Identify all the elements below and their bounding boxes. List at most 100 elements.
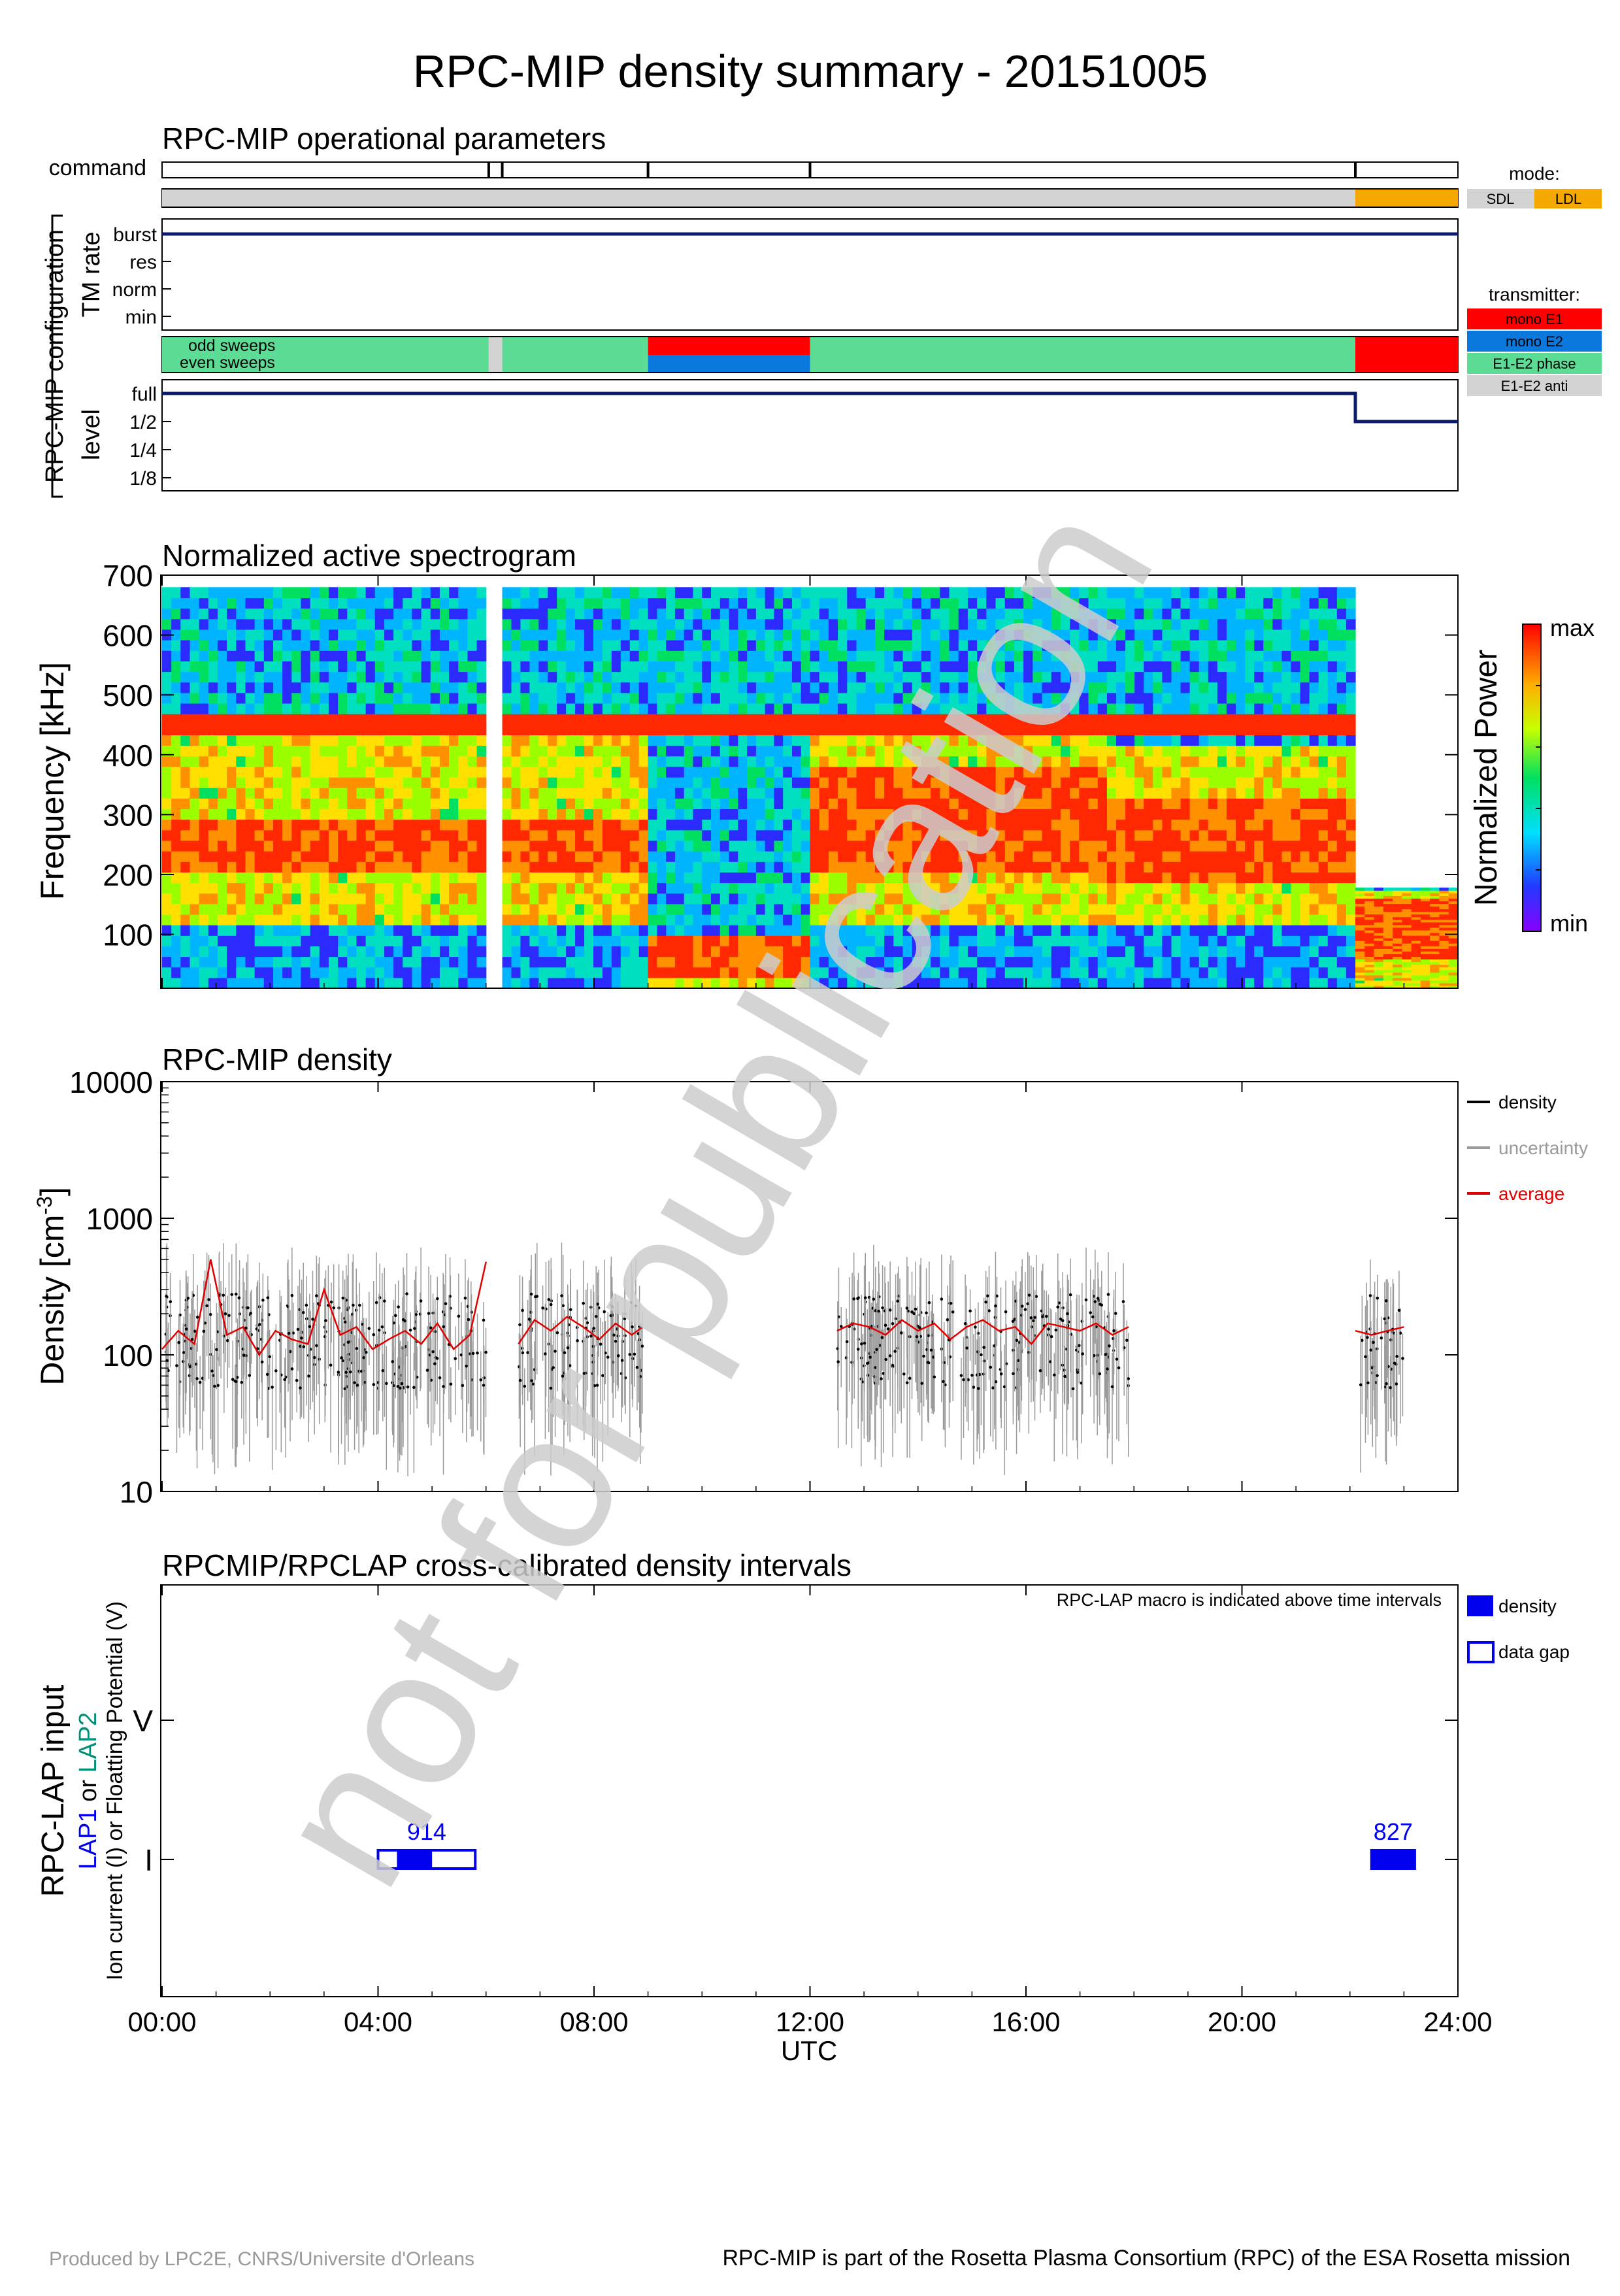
spectrogram-cell [329,746,339,757]
spectrogram-cell [1263,820,1273,831]
spectrogram-cell [366,640,376,651]
spectrogram-cell [291,682,301,693]
spectrogram-cell [603,640,612,651]
spectrogram-cell [1125,893,1135,905]
spectrogram-cell [657,967,666,978]
spectrogram-cell [245,703,255,714]
spectrogram-cell [1061,893,1070,905]
spectrogram-cell [199,798,209,809]
spectrogram-cell [1181,650,1191,661]
spectrogram-cell [511,883,521,894]
spectrogram-cell [792,619,801,630]
spectrogram-cell [675,820,684,831]
spectrogram-cell [529,893,539,905]
spectrogram-cell [338,608,348,620]
spectrogram-cell [282,703,292,714]
spectrogram-cell [273,925,283,936]
spectrogram-cell [1181,830,1191,841]
spectrogram-cell [375,861,385,873]
spectrogram-cell [566,767,576,778]
spectrogram-cell [639,619,649,630]
spectrogram-cell [893,608,903,620]
spectrogram-cell [612,735,621,746]
spectrogram-cell [1125,883,1135,894]
spectrogram-cell [1263,967,1273,978]
spectrogram-cell [467,851,477,862]
spectrogram-cell [1134,682,1144,693]
spectrogram-cell [422,808,431,820]
spectrogram-cell [218,830,227,841]
spectrogram-cell [1355,917,1365,920]
spectrogram-cell [162,650,172,661]
spectrogram-cell [422,608,431,620]
spectrogram-cell [584,935,594,946]
spectrogram-cell [538,967,548,978]
spectrogram-cell [190,978,199,989]
spectrogram-cell [245,735,255,746]
spectrogram-cell [1319,608,1329,620]
spectrogram-cell [603,714,612,725]
spectrogram-cell [264,661,274,672]
spectrogram-cell [557,925,567,936]
spectrogram-cell [684,872,693,883]
spectrogram-cell [412,608,422,620]
spectrogram-cell [171,957,181,968]
spectrogram-cell [477,640,487,651]
spectrogram-cell [1061,851,1070,862]
spectrogram-cell [329,672,339,683]
spectrogram-cell [996,935,1006,946]
spectrogram-cell [1208,978,1218,989]
spectrogram-cell [180,935,190,946]
spectrogram-cell [273,724,283,735]
spectrogram-cell [857,640,867,651]
spectrogram-cell [1245,650,1255,661]
spectrogram-cell [765,608,774,620]
spectrogram-cell [593,777,603,788]
spectrogram-cell [612,597,621,608]
spectrogram-cell [657,682,666,693]
spectrogram-cell [1116,851,1126,862]
spectrogram-cell [1227,830,1236,841]
spectrogram-cell [684,957,693,968]
spectrogram-cell [245,861,255,873]
spectrogram-cell [422,798,431,809]
spectrogram-cell [1328,650,1338,661]
spectrogram-cell [282,851,292,862]
spectrogram-cell [1079,808,1089,820]
spectrogram-cell [639,851,649,862]
spectrogram-cell [621,608,631,620]
spectrogram-cell [1254,925,1264,936]
spectrogram-cell [1181,883,1191,894]
spectrogram-cell [1281,724,1291,735]
spectrogram-cell [1079,840,1089,852]
spectrogram-cell [593,946,603,957]
spectrogram-cell [621,746,631,757]
spectrogram-cell [458,904,468,915]
spectrogram-cell [1051,914,1061,925]
spectrogram-cell [612,798,621,809]
spectrogram-cell [520,777,530,788]
spectrogram-cell [1281,735,1291,746]
spectrogram-cell [291,756,301,767]
spectrogram-cell [1098,904,1108,915]
spectrogram-cell [320,640,329,651]
spectrogram-cell [1227,840,1236,852]
spectrogram-cell [171,672,181,683]
spectrogram-cell [1208,840,1218,852]
spectrogram-cell [393,608,403,620]
spectrogram-cell [702,861,711,873]
spectrogram-cell [1181,967,1191,978]
spectrogram-cell [255,661,265,672]
spectrogram-cell [199,703,209,714]
spectrogram-cell [180,820,190,831]
spectrogram-cell [612,935,621,946]
spectrogram-cell [1263,893,1273,905]
spectrogram-cell [208,914,218,925]
spectrogram-cell [921,587,931,598]
spectrogram-cell [756,724,765,735]
spectrogram-cell [675,914,684,925]
spectrogram-cell [1236,756,1246,767]
spectrogram-cell [255,957,265,968]
spectrogram-cell [273,756,283,767]
spectrogram-cell [1217,967,1227,978]
